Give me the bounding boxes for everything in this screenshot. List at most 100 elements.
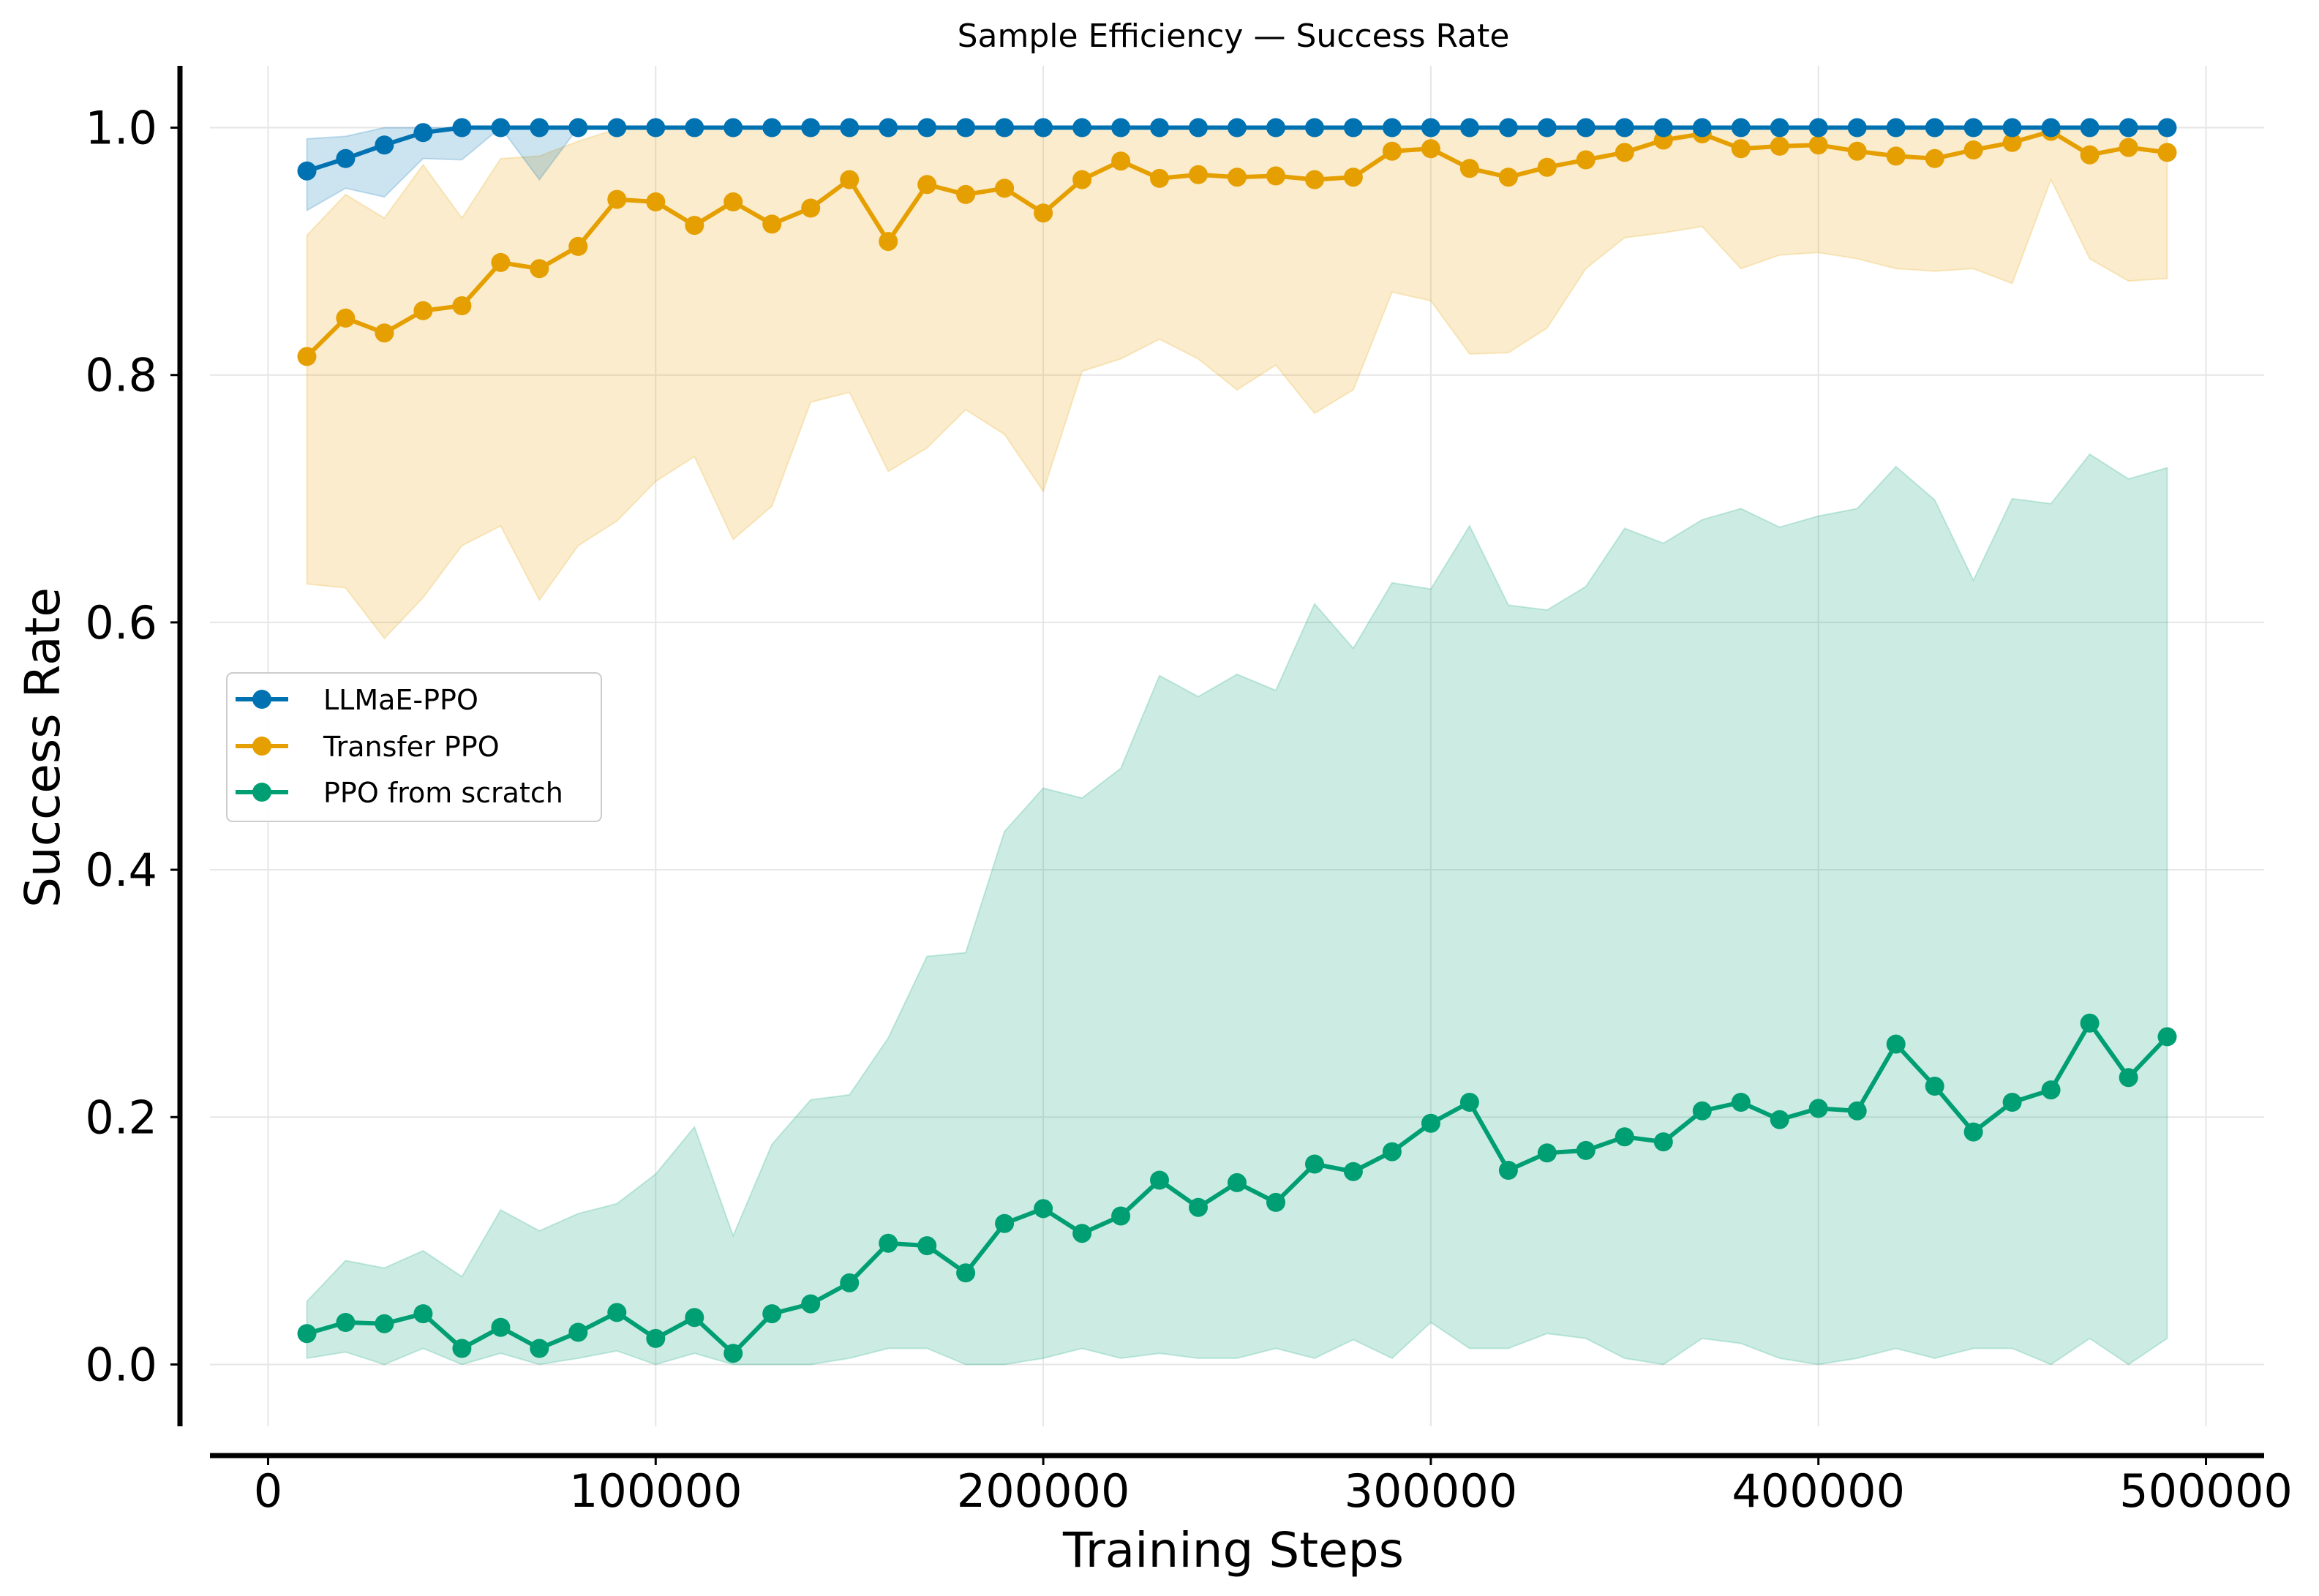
- y-tick-label: 1.0: [85, 102, 157, 155]
- data-point: [336, 148, 356, 168]
- data-point: [840, 170, 860, 189]
- data-point: [607, 118, 627, 138]
- data-point: [1498, 118, 1518, 138]
- data-point: [646, 192, 666, 211]
- data-point: [1925, 148, 1944, 168]
- data-point: [723, 1344, 743, 1363]
- data-point: [1459, 159, 1479, 178]
- data-point: [1770, 118, 1789, 138]
- data-point: [879, 232, 898, 252]
- data-point: [1808, 135, 1828, 155]
- data-point: [1305, 1154, 1324, 1174]
- data-point: [1382, 141, 1402, 161]
- data-point: [530, 118, 549, 138]
- data-point: [1653, 1132, 1673, 1152]
- legend-marker: [252, 690, 271, 709]
- legend-marker: [252, 737, 271, 756]
- data-point: [956, 184, 976, 204]
- data-point: [1615, 118, 1634, 138]
- data-point: [685, 216, 704, 236]
- data-point: [568, 1322, 588, 1342]
- data-point: [1886, 146, 1906, 166]
- data-point: [491, 252, 511, 272]
- data-point: [297, 1324, 317, 1344]
- x-tick-label: 300000: [1345, 1464, 1518, 1518]
- data-point: [1343, 1162, 1363, 1181]
- data-point: [1770, 1110, 1789, 1129]
- data-point: [1692, 1101, 1712, 1121]
- data-point: [840, 118, 860, 138]
- data-point: [2080, 118, 2100, 138]
- data-point: [1228, 118, 1247, 138]
- data-point: [413, 1304, 433, 1324]
- data-point: [1228, 167, 1247, 187]
- legend-marker: [252, 783, 271, 802]
- confidence-band: [306, 453, 2168, 1366]
- data-point: [956, 118, 976, 138]
- data-point: [1886, 1034, 1906, 1054]
- legend-label: Transfer PPO: [323, 731, 500, 763]
- data-point: [1576, 150, 1596, 170]
- x-tick-label: 100000: [569, 1464, 743, 1518]
- chart-title: Sample Efficiency — Success Rate: [958, 18, 1510, 55]
- data-point: [917, 118, 937, 138]
- data-point: [1228, 1172, 1247, 1192]
- data-point: [1305, 118, 1324, 138]
- data-point: [1963, 140, 1983, 159]
- data-point: [2157, 118, 2177, 138]
- y-tick-label: 0.8: [85, 349, 157, 402]
- data-point: [1615, 1127, 1634, 1147]
- data-point: [607, 1303, 627, 1322]
- data-point: [1421, 118, 1440, 138]
- legend-entry-1: Transfer PPO: [236, 731, 500, 763]
- data-point: [413, 123, 433, 143]
- data-point: [1847, 118, 1867, 138]
- data-point: [762, 1304, 782, 1324]
- data-point: [1189, 1197, 1208, 1217]
- data-point: [2002, 132, 2022, 152]
- data-point: [1653, 118, 1673, 138]
- data-point: [1421, 1113, 1440, 1133]
- data-point: [2002, 1093, 2022, 1112]
- data-point: [1459, 1093, 1479, 1112]
- legend-label: PPO from scratch: [323, 777, 563, 809]
- data-point: [375, 323, 394, 343]
- data-point: [1925, 118, 1944, 138]
- data-point: [568, 118, 588, 138]
- data-point: [452, 118, 472, 138]
- data-point: [840, 1273, 860, 1292]
- data-point: [2157, 1027, 2177, 1047]
- data-point: [1111, 151, 1131, 171]
- data-point: [1034, 118, 1053, 138]
- data-point: [1266, 1192, 1285, 1212]
- data-point: [995, 1213, 1015, 1233]
- data-point: [1498, 167, 1518, 187]
- data-point: [917, 1236, 937, 1256]
- data-point: [1343, 118, 1363, 138]
- data-point: [2041, 1080, 2061, 1100]
- data-point: [1498, 1161, 1518, 1180]
- data-point: [917, 175, 937, 195]
- x-tick-label: 500000: [2119, 1464, 2293, 1518]
- data-point: [491, 1317, 511, 1337]
- data-point: [1537, 1143, 1557, 1163]
- y-tick-label: 0.2: [85, 1091, 157, 1144]
- data-point: [336, 308, 356, 328]
- data-point: [1808, 118, 1828, 138]
- data-point: [530, 259, 549, 279]
- data-point: [762, 118, 782, 138]
- data-point: [723, 192, 743, 211]
- data-point: [2041, 118, 2061, 138]
- series-markers: [297, 118, 2177, 1363]
- data-point: [1576, 1140, 1596, 1160]
- data-point: [879, 1233, 898, 1253]
- data-point: [956, 1263, 976, 1283]
- data-point: [1266, 166, 1285, 186]
- legend-label: LLMaE-PPO: [323, 684, 478, 716]
- data-point: [2080, 1013, 2100, 1033]
- data-point: [568, 236, 588, 256]
- y-tick-label: 0.4: [85, 843, 157, 897]
- data-point: [375, 1314, 394, 1333]
- data-point: [2119, 118, 2138, 138]
